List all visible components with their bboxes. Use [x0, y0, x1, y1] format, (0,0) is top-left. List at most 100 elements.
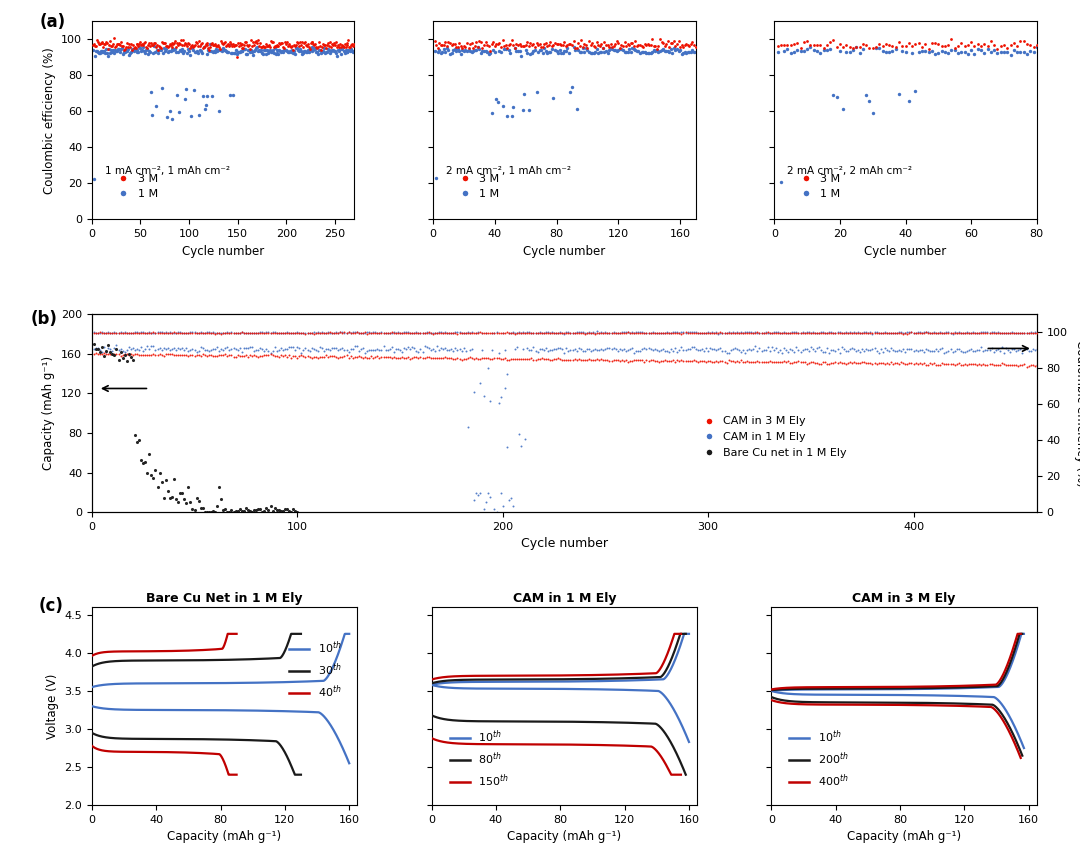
Point	[139, 37, 157, 51]
Point	[707, 354, 725, 368]
Point	[639, 326, 657, 340]
Point	[983, 358, 1000, 371]
Point	[942, 326, 959, 340]
Point	[718, 346, 735, 360]
Point	[672, 40, 689, 54]
Point	[218, 45, 235, 59]
Point	[618, 354, 635, 367]
Point	[775, 325, 793, 339]
Point	[107, 43, 124, 57]
Point	[789, 326, 807, 340]
Point	[889, 357, 906, 371]
Point	[94, 325, 111, 339]
Point	[561, 47, 578, 60]
Point	[133, 37, 150, 51]
Point	[805, 43, 822, 57]
Point	[350, 325, 367, 339]
Point	[645, 39, 662, 53]
Point	[528, 37, 545, 50]
Point	[102, 325, 119, 339]
Point	[460, 43, 477, 56]
Point	[274, 348, 292, 362]
Point	[306, 42, 323, 55]
Point	[449, 325, 467, 339]
Point	[1016, 357, 1034, 371]
Point	[531, 325, 549, 339]
Point	[177, 326, 195, 340]
Point	[976, 325, 994, 339]
Point	[810, 325, 827, 339]
Point	[447, 325, 464, 338]
Point	[148, 38, 165, 52]
Point	[104, 344, 121, 358]
Point	[261, 326, 279, 340]
Point	[710, 354, 727, 368]
Point	[848, 40, 865, 54]
Point	[298, 45, 315, 59]
Point	[92, 325, 109, 339]
Point	[363, 326, 380, 340]
Point	[1016, 325, 1034, 339]
Point	[305, 343, 322, 356]
Point	[946, 326, 963, 340]
Point	[136, 326, 153, 340]
Point	[273, 45, 291, 59]
Point	[666, 355, 684, 369]
Point	[882, 326, 900, 340]
Point	[864, 357, 881, 371]
Point	[759, 326, 777, 340]
Point	[488, 325, 505, 339]
Point	[913, 343, 930, 357]
Point	[192, 325, 210, 339]
Point	[110, 37, 127, 50]
Point	[234, 41, 252, 55]
Point	[186, 45, 203, 59]
Point	[279, 325, 296, 339]
Point	[874, 356, 891, 370]
Point	[130, 39, 147, 53]
Point	[471, 34, 488, 48]
Point	[943, 32, 960, 46]
Point	[408, 350, 426, 364]
Point	[923, 37, 941, 50]
Point	[933, 341, 950, 354]
Point	[298, 39, 315, 53]
Point	[835, 342, 852, 355]
Point	[194, 342, 212, 355]
Point	[303, 351, 321, 365]
Point	[379, 351, 396, 365]
Point	[987, 325, 1004, 339]
Point	[315, 41, 333, 55]
Point	[504, 499, 522, 513]
Point	[728, 326, 745, 340]
Point	[940, 46, 957, 60]
Point	[577, 353, 594, 366]
Point	[136, 455, 153, 469]
Point	[445, 326, 462, 340]
Point	[913, 357, 930, 371]
Point	[256, 344, 273, 358]
Point	[502, 326, 519, 340]
Point	[114, 351, 132, 365]
Point	[597, 43, 615, 57]
Point	[652, 326, 670, 340]
Point	[446, 37, 463, 50]
Point	[730, 326, 747, 340]
Point	[409, 326, 427, 340]
Point	[345, 326, 362, 340]
Point	[480, 361, 497, 375]
Point	[531, 343, 549, 356]
Point	[368, 326, 386, 340]
Point	[286, 349, 303, 363]
Point	[686, 46, 703, 60]
Point	[892, 355, 909, 369]
Point	[605, 43, 622, 57]
Point	[796, 355, 813, 369]
Point	[305, 350, 322, 364]
Point	[673, 37, 690, 51]
Point	[225, 88, 242, 101]
Point	[883, 39, 901, 53]
Point	[442, 47, 459, 60]
Point	[784, 343, 801, 357]
Point	[976, 358, 994, 371]
